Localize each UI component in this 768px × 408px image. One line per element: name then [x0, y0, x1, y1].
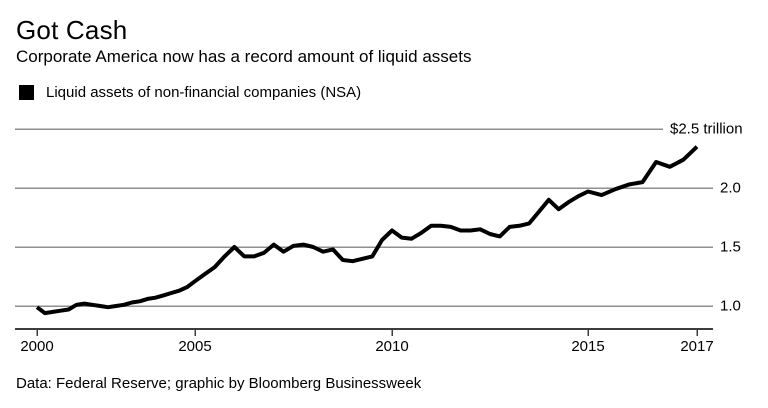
x-axis-label-2005: 2005	[178, 338, 212, 355]
x-axis-label-2010: 2010	[375, 338, 409, 355]
x-axis-label-2015: 2015	[571, 338, 605, 355]
x-axis-label-2000: 2000	[20, 338, 54, 355]
chart-subtitle: Corporate America now has a record amoun…	[16, 47, 472, 66]
x-axis-label-2017: 2017	[680, 338, 714, 355]
chart-title: Got Cash	[16, 15, 128, 45]
legend-label: Liquid assets of non-financial companies…	[46, 84, 362, 101]
y-axis-label-1-0: 1.0	[720, 297, 741, 315]
y-axis-label-2-5: $2.5 trillion	[670, 120, 743, 138]
source-credit: Data: Federal Reserve; graphic by Bloomb…	[16, 375, 422, 392]
legend: Liquid assets of non-financial companies…	[19, 84, 361, 101]
legend-swatch-icon	[19, 85, 34, 100]
data-line	[35, 145, 699, 316]
y-axis-label-2-0: 2.0	[720, 179, 741, 197]
y-axis-label-1-5: 1.5	[720, 238, 741, 256]
